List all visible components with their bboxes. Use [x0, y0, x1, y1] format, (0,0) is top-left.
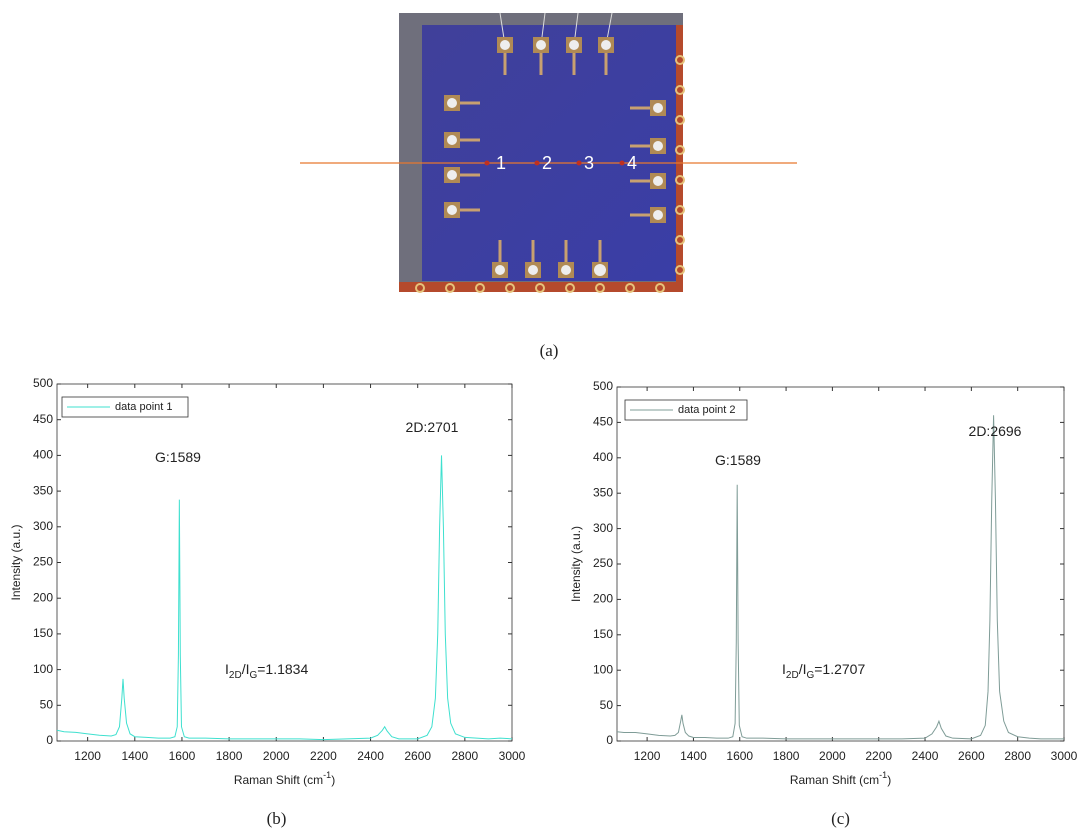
text-part: G:1589: [715, 452, 761, 468]
caption: (b): [267, 809, 287, 828]
x-tick-label: 2200: [865, 749, 892, 763]
plot-area: [616, 386, 1065, 742]
annotation: Raman Shift (cm-1): [234, 770, 335, 787]
text-part: =1.2707: [814, 661, 865, 677]
text-part: ): [887, 773, 891, 787]
y-tick-label: 0: [46, 733, 53, 747]
board-holes: [415, 55, 685, 293]
x-tick-label: 1400: [121, 749, 148, 763]
x-tick-label: 2600: [958, 749, 985, 763]
x-tick-label: 1600: [726, 749, 753, 763]
x-tick-label: 2400: [912, 749, 939, 763]
legend-label: data point 1: [115, 401, 173, 413]
caption: (c): [831, 809, 850, 828]
y-tick-label: 250: [593, 556, 613, 570]
y-tick-label: 350: [593, 485, 613, 499]
y-axis-label: Intensity (a.u.): [569, 526, 583, 602]
caption: (a): [540, 341, 559, 360]
x-tick-label: 1800: [773, 749, 800, 763]
text-part: Raman Shift (cm: [234, 773, 323, 787]
annotation: 2D:2701: [406, 419, 459, 435]
text-part: =1.1834: [257, 661, 308, 677]
y-tick-label: 350: [33, 483, 53, 497]
text-part: I: [782, 661, 786, 677]
text-part: 2D:2701: [406, 419, 459, 435]
x-tick-label: 1800: [216, 749, 243, 763]
text-part: ): [331, 773, 335, 787]
x-tick-label: 2800: [451, 749, 478, 763]
y-tick-label: 50: [40, 697, 54, 711]
board-edge: [676, 25, 683, 292]
legend-box: [624, 399, 748, 421]
annotation: 2D:2696: [969, 423, 1022, 439]
y-tick-label: 0: [606, 733, 613, 747]
legend-label: data point 2: [678, 404, 736, 416]
point-label: 1: [496, 153, 506, 173]
annotation: G:1589: [715, 452, 761, 468]
text-part: /I: [799, 661, 807, 677]
y-tick-label: 450: [33, 412, 53, 426]
y-tick-label: 100: [33, 662, 53, 676]
y-tick-label: 200: [593, 592, 613, 606]
y-tick-label: 100: [593, 662, 613, 676]
y-tick-label: 500: [593, 379, 613, 393]
y-tick-label: 150: [33, 626, 53, 640]
text-part: G:1589: [155, 449, 201, 465]
y-axis-label: Intensity (a.u.): [9, 524, 23, 600]
board-edge: [399, 282, 683, 292]
y-tick-label: 500: [33, 376, 53, 390]
point-label: 3: [584, 153, 594, 173]
y-tick-label: 150: [593, 627, 613, 641]
point-label: 2: [542, 153, 552, 173]
text-part: 2D: [786, 670, 799, 681]
x-tick-label: 1400: [680, 749, 707, 763]
text-part: G: [249, 670, 257, 681]
text-part: Raman Shift (cm: [790, 773, 879, 787]
data-line: [616, 415, 1064, 740]
text-part: -1: [323, 770, 331, 780]
chip-surface: [422, 25, 678, 281]
text-part: G: [806, 670, 814, 681]
x-tick-label: 1200: [634, 749, 661, 763]
text-part: /I: [242, 661, 250, 677]
x-tick-label: 1600: [169, 749, 196, 763]
text-part: 2D: [229, 670, 242, 681]
y-tick-label: 300: [33, 519, 53, 533]
y-tick-label: 50: [600, 698, 614, 712]
text-part: I: [225, 661, 229, 677]
point-labels: 1 2 3 4: [496, 153, 637, 173]
x-tick-label: 2000: [263, 749, 290, 763]
point-label: 4: [627, 153, 637, 173]
data-line: [56, 455, 513, 741]
x-tick-label: 1200: [74, 749, 101, 763]
y-tick-label: 400: [593, 450, 613, 464]
x-tick-label: 2200: [310, 749, 337, 763]
x-tick-label: 2400: [357, 749, 384, 763]
y-tick-label: 450: [593, 415, 613, 429]
x-tick-label: 2000: [819, 749, 846, 763]
x-tick-label: 2800: [1004, 749, 1031, 763]
x-tick-label: 2600: [404, 749, 431, 763]
y-tick-label: 400: [33, 448, 53, 462]
text-part: 2D:2696: [969, 423, 1022, 439]
x-tick-label: 3000: [499, 749, 526, 763]
legend-box: [61, 396, 189, 418]
x-tick-label: 3000: [1051, 749, 1078, 763]
y-tick-label: 300: [593, 521, 613, 535]
annotation: Raman Shift (cm-1): [790, 770, 891, 787]
y-tick-label: 200: [33, 590, 53, 604]
annotation: I2D/IG=1.2707: [782, 661, 865, 681]
annotation: I2D/IG=1.1834: [225, 661, 308, 681]
y-tick-label: 250: [33, 555, 53, 569]
bond-balls: [447, 40, 663, 276]
measure-points: [484, 160, 625, 166]
annotation: G:1589: [155, 449, 201, 465]
chip-photo: 1 2 3 4: [300, 12, 797, 293]
text-part: -1: [879, 770, 887, 780]
